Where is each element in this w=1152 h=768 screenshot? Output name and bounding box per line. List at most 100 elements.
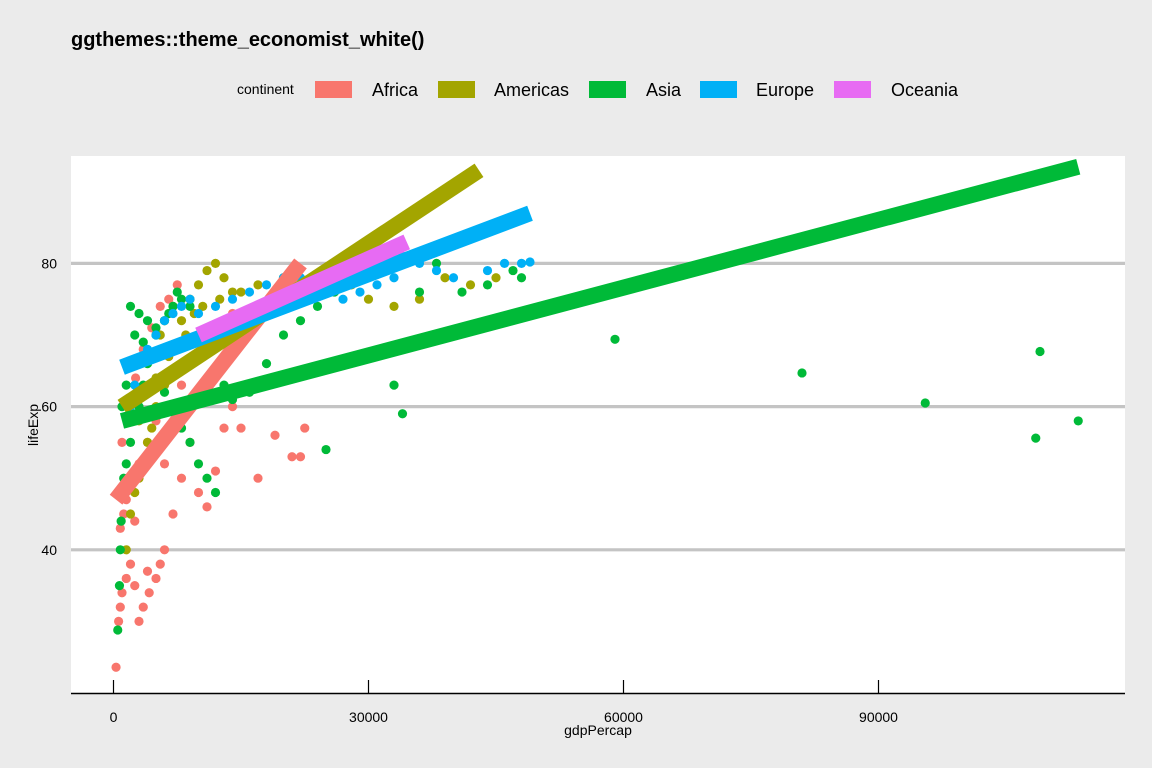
point-asia-52	[125, 301, 136, 311]
point-africa-50	[164, 294, 174, 304]
point-europe-13	[261, 280, 272, 290]
point-asia-43	[482, 280, 493, 290]
point-africa-17	[193, 487, 204, 498]
point-africa-25	[287, 452, 297, 462]
point-asia-2	[115, 545, 125, 555]
point-africa-21	[227, 402, 238, 412]
point-europe-11	[227, 294, 238, 304]
x-axis-ticks: 0 30000 60000 90000	[110, 680, 898, 725]
y-tick-label-80: 80	[41, 255, 57, 271]
point-asia-42	[457, 287, 467, 297]
point-asia-40	[414, 287, 425, 297]
point-americas-22	[389, 301, 399, 311]
point-africa-23	[253, 473, 263, 483]
point-americas-17	[253, 280, 263, 290]
point-asia-50	[1035, 346, 1045, 357]
point-africa-49	[155, 301, 165, 311]
point-americas-30	[198, 301, 208, 311]
point-africa-26	[295, 452, 306, 462]
legend-label-africa: Africa	[372, 80, 419, 100]
point-americas-16	[236, 287, 246, 297]
point-africa-18	[202, 502, 212, 512]
point-africa-28	[115, 523, 125, 533]
point-europe-4	[151, 330, 161, 340]
point-europe-27	[516, 258, 527, 268]
x-tick-label-60000: 60000	[604, 709, 643, 725]
point-asia-39	[159, 387, 170, 397]
point-africa-5	[125, 559, 136, 569]
point-africa-27	[300, 423, 310, 433]
point-europe-33	[389, 273, 399, 283]
point-europe-24	[448, 273, 459, 283]
point-asia-23	[261, 359, 272, 369]
grid-lines	[71, 261, 1125, 552]
point-europe-26	[499, 258, 510, 268]
point-asia-47	[797, 368, 807, 378]
point-asia-53	[134, 308, 144, 319]
x-tick-label-30000: 30000	[349, 709, 388, 725]
point-americas-15	[219, 273, 229, 283]
point-asia-0	[113, 625, 123, 635]
point-asia-57	[172, 287, 182, 297]
point-asia-7	[125, 437, 136, 447]
point-africa-1	[114, 616, 124, 627]
point-africa-32	[130, 516, 140, 526]
point-americas-32	[227, 287, 238, 297]
point-asia-15	[176, 294, 187, 304]
point-europe-12	[244, 287, 255, 297]
point-asia-26	[312, 301, 323, 311]
point-europe-32	[372, 280, 382, 290]
point-africa-13	[159, 545, 170, 555]
point-asia-61	[130, 330, 140, 340]
point-europe-5	[159, 316, 170, 326]
point-europe-6	[168, 308, 178, 319]
y-tick-label-60: 60	[41, 399, 57, 415]
legend-key-africa	[315, 81, 352, 98]
point-americas-1	[125, 509, 136, 519]
point-asia-59	[121, 380, 131, 390]
chart-title: ggthemes::theme_economist_white()	[71, 29, 425, 51]
legend-key-oceania	[834, 81, 871, 98]
point-asia-6	[121, 459, 131, 469]
point-asia-49	[1031, 433, 1041, 443]
point-africa-7	[134, 616, 144, 627]
point-africa-46	[131, 373, 141, 383]
point-asia-30	[389, 380, 399, 390]
point-americas-21	[363, 294, 374, 304]
point-europe-8	[185, 294, 195, 304]
trend-line-oceania	[195, 234, 411, 343]
legend: continent Africa Americas Asia Europe Oc…	[0, 78, 1152, 102]
point-africa-15	[176, 473, 187, 483]
y-axis-ticks: 40 60 80	[41, 255, 57, 557]
point-europe-31	[355, 287, 365, 297]
point-asia-25	[295, 316, 306, 326]
legend-title: continent	[237, 81, 294, 97]
legend-key-europe	[700, 81, 737, 98]
point-asia-16	[185, 301, 195, 311]
point-asia-48	[920, 398, 930, 408]
point-asia-51	[1073, 416, 1083, 426]
point-americas-10	[176, 316, 187, 326]
point-africa-0	[111, 662, 121, 672]
trend-lines	[109, 159, 1081, 505]
plot-panel	[71, 156, 1125, 693]
point-americas-26	[491, 273, 501, 283]
point-asia-62	[138, 337, 148, 347]
point-americas-31	[215, 294, 225, 304]
legend-label-europe: Europe	[756, 80, 815, 100]
y-tick-label-40: 40	[41, 542, 57, 558]
point-africa-12	[155, 559, 165, 569]
point-africa-6	[130, 581, 140, 591]
legend-label-asia: Asia	[646, 80, 682, 100]
point-africa-22	[236, 423, 246, 433]
point-europe-28	[525, 257, 535, 267]
x-tick-label-90000: 90000	[859, 709, 898, 725]
point-asia-55	[151, 323, 161, 333]
point-asia-24	[278, 330, 289, 340]
x-tick-label-0: 0	[110, 709, 118, 725]
point-africa-24	[270, 430, 280, 440]
point-africa-11	[151, 573, 161, 584]
point-americas-14	[210, 258, 221, 268]
legend-label-americas: Americas	[494, 80, 570, 100]
